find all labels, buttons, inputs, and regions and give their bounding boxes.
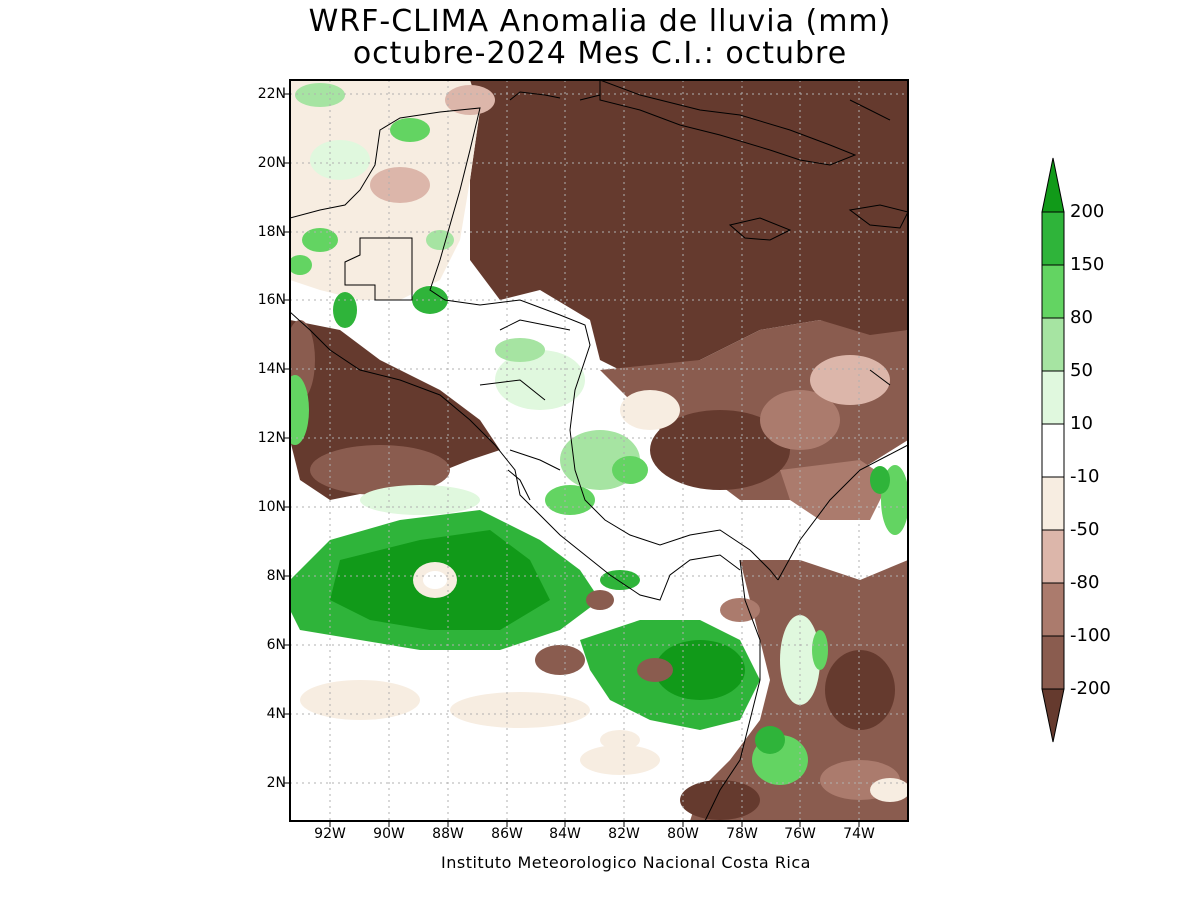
colorbar-top-arrow <box>1041 157 1065 213</box>
y-tick-label: 6N <box>266 637 286 653</box>
colorbar-label: 10 <box>1070 413 1093 434</box>
colorbar <box>1041 157 1065 743</box>
map-frame <box>289 79 909 822</box>
credit-line: Instituto Meteorologico Nacional Costa R… <box>441 853 811 872</box>
x-tick-label: 88W <box>432 826 464 842</box>
x-tick-label: 86W <box>491 826 523 842</box>
colorbar-swatch-minus50 <box>1041 529 1065 584</box>
map-title-line-1: WRF-CLIMA Anomalia de lluvia (mm) <box>308 4 892 39</box>
x-tick-label: 78W <box>726 826 758 842</box>
x-tick-label: 84W <box>549 826 581 842</box>
colorbar-swatch-minus80 <box>1041 582 1065 637</box>
colorbar-swatch-minus10 <box>1041 476 1065 531</box>
colorbar-label: -50 <box>1070 519 1100 540</box>
colorbar-swatch-200 <box>1041 211 1065 266</box>
colorbar-label: -10 <box>1070 466 1100 487</box>
y-tick-label: 10N <box>257 499 286 515</box>
colorbar-swatch-150 <box>1041 264 1065 319</box>
colorbar-label: 50 <box>1070 360 1093 381</box>
anomaly-field <box>290 80 908 821</box>
colorbar-swatch-50 <box>1041 370 1065 425</box>
y-tick-label: 4N <box>266 706 286 722</box>
colorbar-swatch-10 <box>1041 423 1065 478</box>
x-tick-label: 74W <box>843 826 875 842</box>
x-tick-label: 76W <box>784 826 816 842</box>
colorbar-label: 200 <box>1070 201 1105 222</box>
y-tick-label: 8N <box>266 568 286 584</box>
x-tick-label: 80W <box>667 826 699 842</box>
y-tick-label: 2N <box>266 775 286 791</box>
y-tick-label: 16N <box>257 292 286 308</box>
x-tick-label: 82W <box>608 826 640 842</box>
y-tick-label: 14N <box>257 361 286 377</box>
colorbar-label: -100 <box>1070 625 1111 646</box>
colorbar-label: -80 <box>1070 572 1100 593</box>
y-tick-label: 20N <box>257 155 286 171</box>
y-tick-label: 18N <box>257 224 286 240</box>
map-title-line-2: octubre-2024 Mes C.I.: octubre <box>352 36 848 71</box>
colorbar-bottom-arrow <box>1041 688 1065 743</box>
grid-lines <box>290 80 908 821</box>
colorbar-label: -200 <box>1070 678 1111 699</box>
y-tick-label: 22N <box>257 86 286 102</box>
colorbar-label: 150 <box>1070 254 1105 275</box>
y-tick-label: 12N <box>257 430 286 446</box>
axis-tick-marks <box>284 93 860 827</box>
x-tick-label: 92W <box>314 826 346 842</box>
x-tick-label: 90W <box>373 826 405 842</box>
coastlines <box>290 80 908 821</box>
colorbar-swatch-minus100 <box>1041 635 1065 690</box>
colorbar-swatch-80 <box>1041 317 1065 372</box>
colorbar-label: 80 <box>1070 307 1093 328</box>
